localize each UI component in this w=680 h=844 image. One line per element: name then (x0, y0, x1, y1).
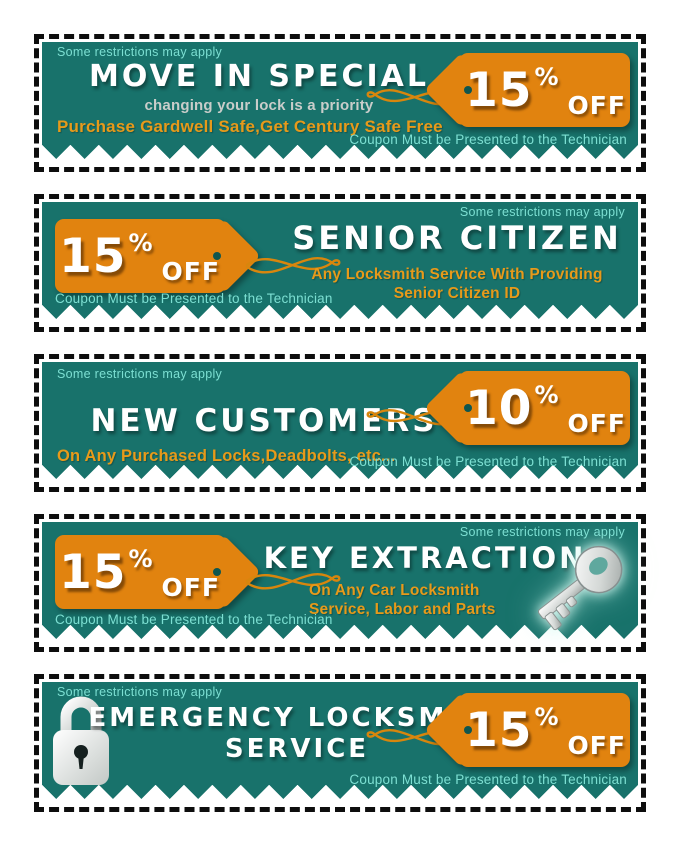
coupon-emergency-locksmith[interactable]: Some restrictions may apply EMERGENCY LO… (34, 674, 646, 812)
off-label: OFF (567, 90, 626, 120)
offer-text: On Any Car Locksmith Service, Labor and … (309, 581, 496, 619)
restrictions-note: Some restrictions may apply (57, 45, 223, 59)
tag-hole-icon (464, 726, 472, 734)
technician-note: Coupon Must be Presented to the Technici… (349, 454, 627, 469)
coupon-move-in-special[interactable]: Some restrictions may apply MOVE IN SPEC… (34, 34, 646, 172)
technician-note: Coupon Must be Presented to the Technici… (349, 772, 627, 787)
tag-body (55, 219, 226, 293)
off-label: OFF (161, 572, 220, 602)
percent-sign: % (534, 63, 559, 91)
percent-sign: % (534, 381, 559, 409)
coupon-key-extraction[interactable]: Some restrictions may apply 15% OFF KEY … (34, 514, 646, 652)
discount-tag: 15% OFF (55, 534, 261, 610)
offer-line-1: On Any Car Locksmith (309, 582, 480, 599)
coupon-headline: KEY EXTRACTION (264, 542, 584, 574)
technician-note: Coupon Must be Presented to the Technici… (349, 132, 627, 147)
zigzag-edge (42, 785, 638, 799)
offer-line-2: Senior Citizen ID (393, 284, 521, 302)
restrictions-note: Some restrictions may apply (57, 685, 223, 699)
tag-body (459, 53, 630, 127)
key-icon (537, 545, 623, 631)
discount-value: 10 (465, 380, 533, 436)
discount-value: 15 (465, 62, 533, 118)
discount-value: 15 (59, 228, 127, 284)
restrictions-note: Some restrictions may apply (57, 367, 223, 381)
offer-line-2: Service, Labor and Parts (309, 601, 496, 618)
discount-value: 15 (465, 702, 533, 758)
off-label: OFF (161, 256, 220, 286)
percent-sign: % (128, 545, 153, 573)
padlock-icon (53, 696, 109, 785)
offer-line-1: Any Locksmith Service With Providing (311, 265, 603, 283)
discount-tag: 10% OFF (424, 370, 630, 446)
percent-sign: % (128, 229, 153, 257)
restrictions-note: Some restrictions may apply (459, 525, 625, 539)
coupon-headline: MOVE IN SPECIAL changing your lock is a … (69, 59, 449, 115)
zigzag-edge (42, 465, 638, 479)
coupon-title: SENIOR CITIZEN (292, 219, 622, 257)
zigzag-edge (42, 305, 638, 319)
coupon-title-line-2: SERVICE (224, 734, 370, 764)
technician-note: Coupon Must be Presented to the Technici… (55, 291, 333, 306)
zigzag-edge (42, 625, 638, 639)
percent-sign: % (534, 703, 559, 731)
coupon-title: NEW CUSTOMERS (90, 403, 438, 439)
coupon-senior-citizen[interactable]: Some restrictions may apply 15% OFF SENI… (34, 194, 646, 332)
tag-body (459, 371, 630, 445)
tag-body (55, 535, 226, 609)
coupon-subtitle: changing your lock is a priority (144, 97, 374, 115)
zigzag-edge (42, 145, 638, 159)
off-label: OFF (567, 730, 626, 760)
coupon-new-customers[interactable]: Some restrictions may apply NEW CUSTOMER… (34, 354, 646, 492)
coupon-title: MOVE IN SPECIAL (88, 59, 430, 94)
offer-text: Purchase Gardwell Safe,Get Century Safe … (57, 117, 443, 136)
coupon-headline: SENIOR CITIZEN Any Locksmith Service Wit… (279, 221, 635, 303)
tag-body (459, 693, 630, 767)
discount-tag: 15% OFF (424, 692, 630, 768)
discount-tag: 15% OFF (424, 52, 630, 128)
discount-tag: 15% OFF (55, 218, 261, 294)
tag-hole-icon (213, 568, 221, 576)
tag-hole-icon (464, 404, 472, 412)
tag-string-icon (245, 573, 341, 590)
off-label: OFF (567, 408, 626, 438)
coupon-title: KEY EXTRACTION (263, 541, 587, 575)
technician-note: Coupon Must be Presented to the Technici… (55, 612, 333, 627)
discount-value: 15 (59, 544, 127, 600)
tag-hole-icon (213, 252, 221, 260)
tag-string-icon (245, 257, 341, 274)
coupon-headline: EMERGENCY LOCKSMITH SERVICE (89, 703, 503, 765)
coupon-sheet: Some restrictions may apply MOVE IN SPEC… (34, 34, 646, 834)
offer-text: Any Locksmith Service With Providing Sen… (311, 265, 602, 303)
tag-hole-icon (464, 86, 472, 94)
offer-text: On Any Purchased Locks,Deadbolts, etc... (57, 447, 396, 465)
restrictions-note: Some restrictions may apply (459, 205, 625, 219)
coupon-headline: NEW CUSTOMERS (69, 403, 459, 439)
